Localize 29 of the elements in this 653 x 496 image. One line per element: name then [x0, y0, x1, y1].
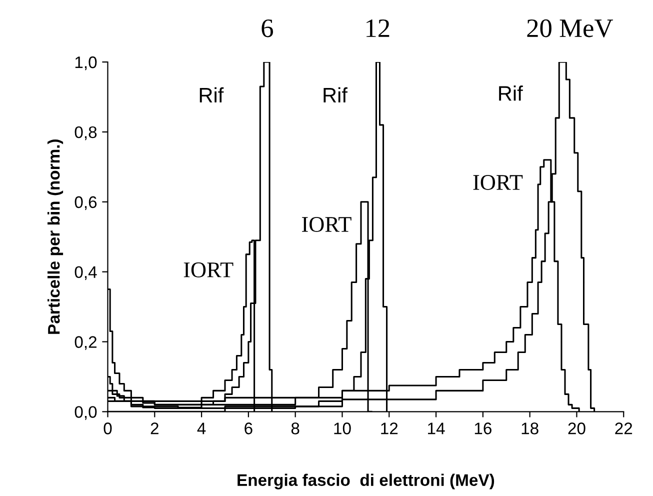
y-tick-label: 0,4 [74, 266, 97, 280]
x-tick-label: 8 [291, 422, 300, 434]
annotation: IORT [473, 175, 523, 190]
y-tick-label: 0,6 [74, 196, 97, 210]
annotation: 6 [262, 19, 274, 38]
x-tick-label: 12 [381, 422, 398, 434]
annotation: 12 [366, 19, 390, 37]
annotation: Rif [499, 86, 523, 101]
x-tick-label: 16 [474, 422, 492, 434]
x-tick-label: 6 [244, 422, 252, 434]
x-tick-label: 4 [197, 422, 206, 434]
y-tick-label: 0,2 [74, 336, 96, 350]
x-axis-title: Energia fascio di elettroni (MeV) [238, 474, 494, 490]
y-tick-label: 0,8 [74, 126, 97, 140]
annotation: Rif [324, 87, 348, 102]
y-tick-label: 1,0 [75, 56, 97, 70]
annotation: IORT [302, 216, 352, 232]
annotation: 20 MeV [527, 19, 613, 38]
x-tick-label: 2 [150, 422, 158, 434]
x-tick-label: 10 [334, 422, 351, 434]
x-tick-label: 22 [615, 422, 632, 434]
x-tick-label: 14 [428, 422, 445, 434]
x-tick-label: 18 [522, 422, 538, 434]
x-tick-label: 20 [568, 422, 586, 434]
x-tick-label: 0 [104, 422, 112, 434]
y-axis-title: Particelle per bin (norm.) [48, 139, 64, 334]
annotation: IORT [184, 262, 234, 278]
annotation: Rif [200, 87, 224, 102]
y-tick-label: 0,0 [74, 406, 97, 420]
